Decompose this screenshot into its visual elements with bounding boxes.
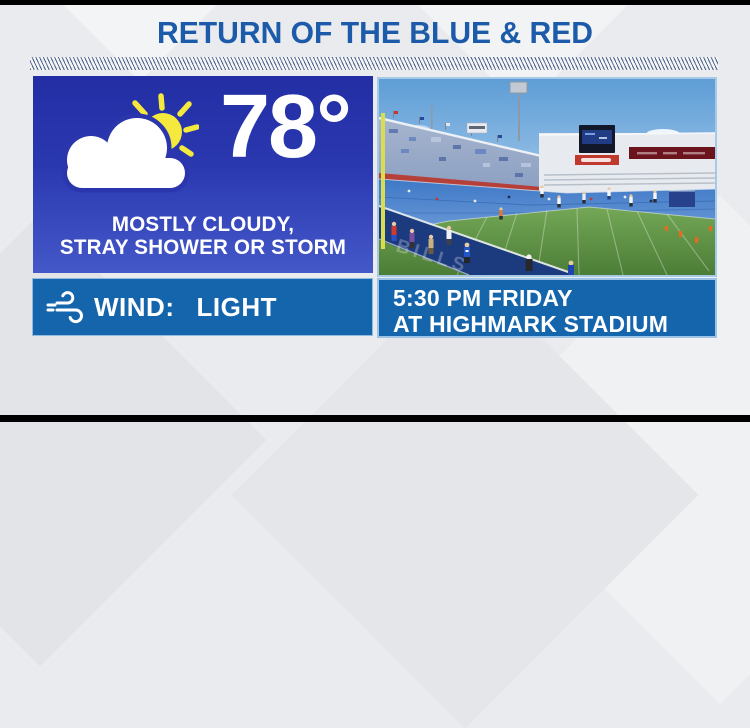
wind-bar: WIND: LIGHT — [32, 278, 373, 336]
condition-line-1: MOSTLY CLOUDY, — [111, 212, 295, 236]
broadcast-graphic: RETURN OF THE BLUE & RED — [0, 0, 750, 422]
wind-label: WIND: — [94, 291, 175, 322]
stadium-lights — [431, 81, 528, 141]
fans — [407, 189, 653, 203]
event-location: AT HIGHMARK STADIUM — [393, 310, 669, 337]
event-time: 5:30 PM FRIDAY — [393, 285, 573, 311]
weather-panel: 78° MOSTLY CLOUDY, STRAY SHOWER OR STORM — [33, 76, 373, 273]
sun-behind-cloud-icon — [62, 93, 199, 193]
temperature-value: 78° — [219, 77, 352, 177]
sideline-people — [391, 221, 574, 275]
upper-deck — [379, 111, 568, 194]
sun-rays — [132, 93, 199, 157]
letterbox-top — [0, 0, 750, 5]
cloud — [67, 118, 185, 188]
goal-post — [381, 113, 385, 249]
condition-text: MOSTLY CLOUDY, STRAY SHOWER OR STORM — [36, 213, 369, 260]
lower-bowl — [379, 178, 715, 235]
wind-icon — [46, 291, 83, 324]
wind-text: WIND: LIGHT — [94, 292, 277, 323]
tunnel — [669, 191, 695, 207]
hatch-divider — [30, 57, 718, 70]
condition-line-2: STRAY SHOWER OR STORM — [59, 236, 347, 260]
ribbon-board — [629, 147, 715, 159]
pylons — [665, 226, 712, 243]
event-bar: 5:30 PM FRIDAY AT HIGHMARK STADIUM — [377, 278, 717, 338]
red-deck-stripe — [379, 173, 567, 194]
club-level — [538, 125, 715, 193]
letterbox-bottom — [0, 415, 750, 422]
stadium-photo: BILLS — [377, 77, 717, 277]
wind-value: LIGHT — [196, 291, 277, 322]
players — [499, 185, 657, 220]
headline-title: RETURN OF THE BLUE & RED — [156, 15, 594, 50]
stadium-photo-illustration: BILLS — [379, 79, 715, 275]
